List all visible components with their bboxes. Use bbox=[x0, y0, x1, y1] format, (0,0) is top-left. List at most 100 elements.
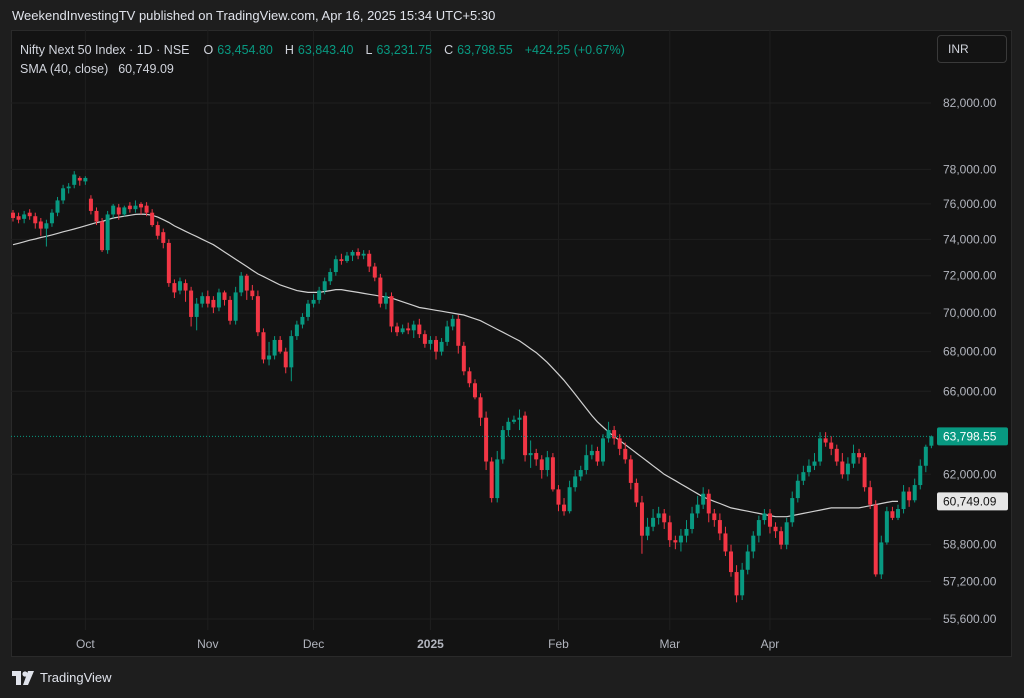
candle-body[interactable] bbox=[22, 214, 27, 219]
candle-body[interactable] bbox=[94, 210, 99, 222]
candle-body[interactable] bbox=[161, 232, 166, 243]
candle-body[interactable] bbox=[33, 216, 38, 224]
candle-body[interactable] bbox=[801, 472, 806, 481]
candle-body[interactable] bbox=[300, 316, 305, 325]
candle-body[interactable] bbox=[372, 266, 377, 278]
candle-body[interactable] bbox=[895, 509, 900, 518]
candle-body[interactable] bbox=[589, 450, 594, 456]
candle-body[interactable] bbox=[929, 436, 934, 446]
candle-body[interactable] bbox=[272, 339, 277, 356]
candle-body[interactable] bbox=[267, 355, 272, 360]
candle-body[interactable] bbox=[283, 351, 288, 368]
candle-body[interactable] bbox=[233, 292, 238, 321]
candle-body[interactable] bbox=[378, 277, 383, 304]
candle-body[interactable] bbox=[740, 569, 745, 596]
candle-body[interactable] bbox=[511, 419, 516, 422]
candle-body[interactable] bbox=[857, 453, 862, 458]
candle-body[interactable] bbox=[222, 292, 227, 300]
sma-line[interactable] bbox=[12, 213, 898, 518]
candle-body[interactable] bbox=[818, 438, 823, 462]
candle-body[interactable] bbox=[678, 535, 683, 543]
candle-body[interactable] bbox=[445, 326, 450, 342]
candle-body[interactable] bbox=[183, 283, 188, 291]
candle-body[interactable] bbox=[651, 517, 656, 527]
candle-body[interactable] bbox=[172, 283, 177, 293]
candle-body[interactable] bbox=[294, 324, 299, 337]
symbol-label[interactable]: Nifty Next 50 Index · 1D · NSE bbox=[20, 42, 190, 57]
candle-body[interactable] bbox=[701, 493, 706, 505]
candle-body[interactable] bbox=[612, 430, 617, 439]
candle-body[interactable] bbox=[400, 328, 405, 333]
candle-body[interactable] bbox=[305, 303, 310, 317]
candle-body[interactable] bbox=[723, 533, 728, 552]
candle-body[interactable] bbox=[506, 421, 511, 431]
candle-body[interactable] bbox=[495, 459, 500, 499]
candle-body[interactable] bbox=[311, 299, 316, 304]
candle-body[interactable] bbox=[795, 480, 800, 499]
candle-body[interactable] bbox=[339, 259, 344, 262]
candle-body[interactable] bbox=[428, 339, 433, 344]
candle-body[interactable] bbox=[500, 430, 505, 460]
candlestick-chart[interactable]: 82,000.00 78,000.00 76,000.00 74,000.00 72,0… bbox=[11, 30, 1012, 657]
candle-body[interactable] bbox=[194, 303, 199, 317]
candle-body[interactable] bbox=[528, 453, 533, 456]
candle-body[interactable] bbox=[11, 212, 15, 218]
candle-body[interactable] bbox=[706, 493, 711, 514]
candle-body[interactable] bbox=[166, 242, 171, 284]
candle-body[interactable] bbox=[144, 205, 149, 213]
candle-body[interactable] bbox=[634, 482, 639, 503]
candle-body[interactable] bbox=[417, 324, 422, 335]
candle-body[interactable] bbox=[177, 281, 182, 291]
candle-body[interactable] bbox=[862, 457, 867, 488]
candle-body[interactable] bbox=[150, 212, 155, 226]
candle-body[interactable] bbox=[734, 572, 739, 596]
candle-body[interactable] bbox=[773, 526, 778, 532]
candle-body[interactable] bbox=[478, 397, 483, 418]
candle-body[interactable] bbox=[578, 470, 583, 477]
candle-body[interactable] bbox=[88, 198, 93, 211]
candle-body[interactable] bbox=[890, 511, 895, 518]
candle-body[interactable] bbox=[216, 292, 221, 308]
candle-body[interactable] bbox=[567, 487, 572, 512]
candle-body[interactable] bbox=[823, 438, 828, 443]
candle-body[interactable] bbox=[684, 528, 689, 536]
candle-body[interactable] bbox=[884, 511, 889, 543]
candle-body[interactable] bbox=[55, 200, 60, 213]
candle-body[interactable] bbox=[467, 371, 472, 384]
candle-body[interactable] bbox=[244, 275, 249, 291]
chart-pane[interactable] bbox=[11, 30, 1012, 657]
candle-body[interactable] bbox=[639, 502, 644, 536]
candle-body[interactable] bbox=[873, 504, 878, 575]
candle-body[interactable] bbox=[628, 459, 633, 483]
candle-body[interactable] bbox=[751, 535, 756, 552]
candle-body[interactable] bbox=[395, 326, 400, 333]
candle-body[interactable] bbox=[556, 489, 561, 505]
candle-body[interactable] bbox=[756, 520, 761, 536]
candle-body[interactable] bbox=[155, 225, 160, 236]
candle-body[interactable] bbox=[228, 299, 233, 321]
candle-body[interactable] bbox=[111, 205, 116, 215]
candle-body[interactable] bbox=[845, 463, 850, 475]
candle-body[interactable] bbox=[829, 442, 834, 449]
candle-body[interactable] bbox=[918, 465, 923, 486]
candle-body[interactable] bbox=[133, 205, 138, 210]
candle-body[interactable] bbox=[812, 461, 817, 466]
candle-body[interactable] bbox=[83, 177, 88, 182]
candle-body[interactable] bbox=[851, 453, 856, 464]
candle-body[interactable] bbox=[127, 205, 132, 210]
candle-body[interactable] bbox=[767, 513, 772, 527]
candle-body[interactable] bbox=[523, 415, 528, 456]
candle-body[interactable] bbox=[38, 221, 43, 229]
candle-body[interactable] bbox=[562, 504, 567, 512]
candle-body[interactable] bbox=[122, 207, 127, 215]
candle-body[interactable] bbox=[489, 461, 494, 499]
candle-body[interactable] bbox=[656, 513, 661, 518]
candle-body[interactable] bbox=[49, 212, 54, 224]
candle-body[interactable] bbox=[690, 513, 695, 529]
candle-body[interactable] bbox=[456, 318, 461, 346]
candle-body[interactable] bbox=[16, 216, 21, 220]
candle-body[interactable] bbox=[239, 275, 244, 293]
candle-body[interactable] bbox=[667, 522, 672, 541]
candle-body[interactable] bbox=[550, 457, 555, 490]
candle-body[interactable] bbox=[389, 296, 394, 327]
